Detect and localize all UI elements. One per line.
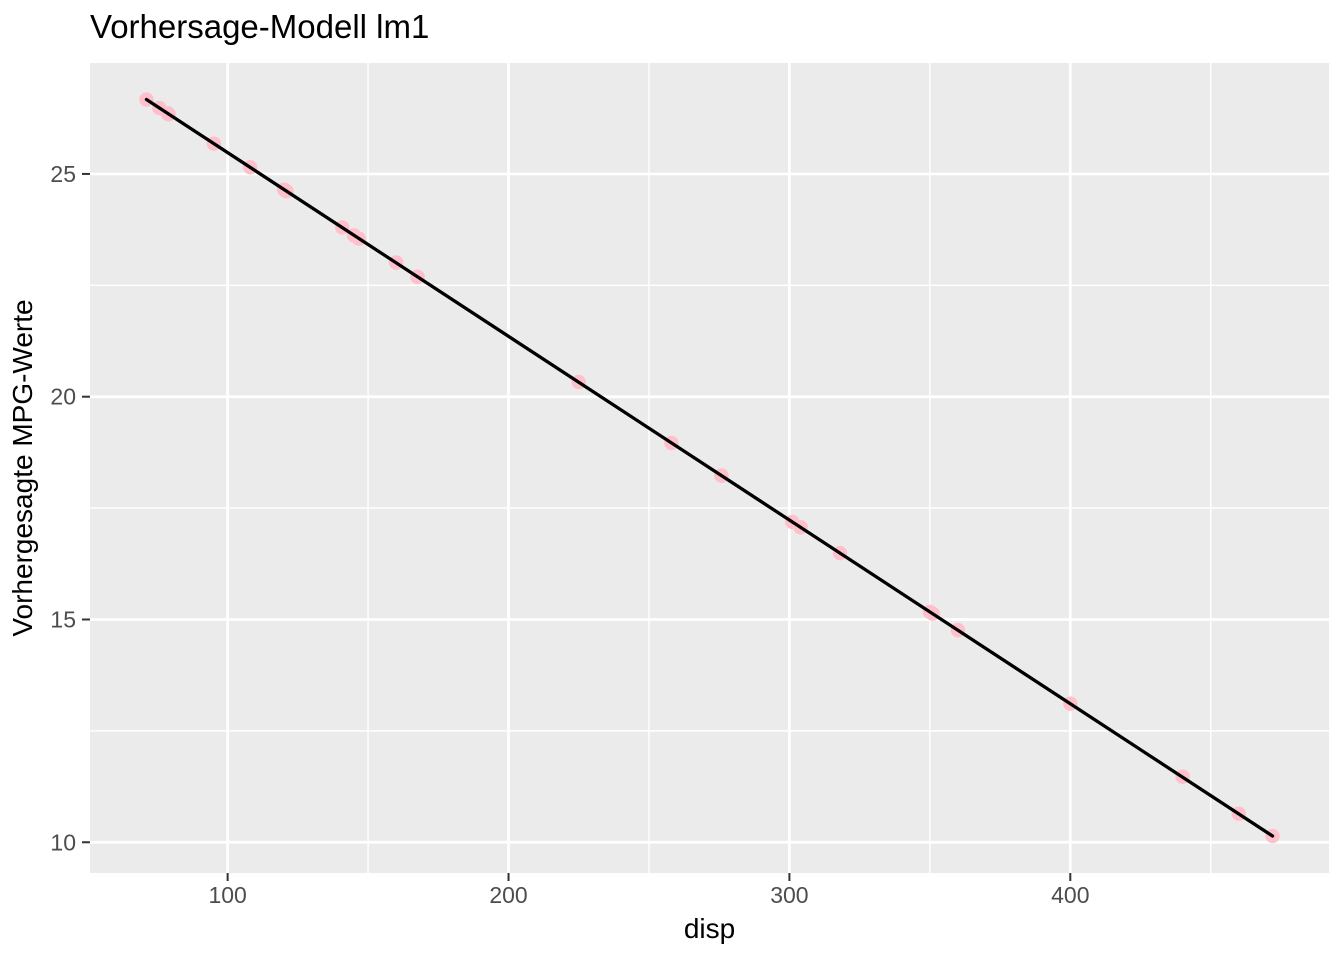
- fit-line: [144, 97, 1275, 838]
- y-axis-title: Vorhergesagte MPG-Werte: [7, 299, 38, 636]
- x-tick-label: 100: [208, 882, 246, 908]
- y-tick-label: 15: [50, 606, 76, 632]
- x-axis-title: disp: [684, 913, 735, 944]
- plot-title: Vorhersage-Modell lm1: [90, 8, 429, 45]
- regression-line: [144, 97, 1275, 838]
- x-tick-label: 300: [770, 882, 808, 908]
- x-tick-label: 400: [1051, 882, 1089, 908]
- x-axis-ticks: [226, 873, 1072, 881]
- x-tick-label: 200: [489, 882, 527, 908]
- minor-gridlines: [90, 63, 1329, 873]
- major-gridlines: [90, 63, 1329, 873]
- y-tick-label: 25: [50, 161, 76, 187]
- x-axis-tick-labels: 100 200 300 400: [208, 882, 1089, 908]
- y-tick-label: 20: [50, 384, 76, 410]
- y-axis-tick-labels: 10 15 20 25: [50, 161, 76, 855]
- y-axis-ticks: [82, 172, 90, 844]
- y-tick-label: 10: [50, 829, 76, 855]
